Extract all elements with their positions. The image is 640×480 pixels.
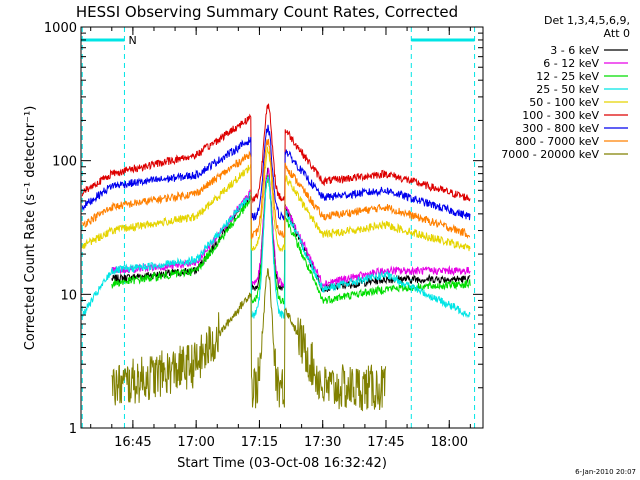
legend-label: 3 - 6 keV: [550, 44, 599, 57]
legend-label: 7000 - 20000 keV: [501, 148, 599, 161]
series-line: [81, 176, 471, 319]
y-tick-label: 1000: [44, 21, 77, 36]
y-tick-label: 1: [69, 422, 77, 437]
legend-label: 50 - 100 keV: [529, 96, 599, 109]
x-axis-label: Start Time (03-Oct-08 16:32:42): [177, 456, 387, 471]
night-intervals: N: [81, 27, 476, 428]
legend-header: Att 0: [604, 27, 630, 40]
legend-label: 300 - 800 keV: [522, 122, 599, 135]
legend-label: 6 - 12 keV: [543, 57, 599, 70]
x-tick-label: 18:00: [431, 435, 468, 450]
annotation-label: N: [128, 34, 136, 47]
y-tick-label: 10: [60, 288, 77, 303]
series-line: [82, 138, 470, 240]
x-tick-label: 17:45: [367, 435, 404, 450]
series-line: [81, 146, 471, 252]
series-lines: [81, 103, 471, 412]
legend-label: 12 - 25 keV: [536, 70, 599, 83]
axes: 16:45 17:00 17:15 17:30 17:45 18:00 1 10 100 1000: [44, 21, 483, 450]
timestamp-label: 6-Jan-2010 20:07: [575, 468, 636, 476]
x-tick-label: 17:00: [177, 435, 214, 450]
plot-frame: [80, 26, 484, 429]
legend-label: 100 - 300 keV: [522, 109, 599, 122]
series-line: [81, 103, 471, 204]
x-tick-label: 16:45: [114, 435, 151, 450]
series-line: [111, 268, 387, 412]
series-line: [111, 174, 471, 305]
x-tick-label: 17:30: [304, 435, 341, 450]
legend-label: 800 - 7000 keV: [515, 135, 599, 148]
chart-title: HESSI Observing Summary Count Rates, Cor…: [76, 3, 458, 21]
legend-header: Det 1,3,4,5,6,9,: [544, 14, 630, 27]
y-tick-label: 100: [52, 155, 77, 170]
y-axis-label: Corrected Count Rate (s⁻¹ detector⁻¹): [23, 106, 38, 351]
legend-label: 25 - 50 keV: [536, 83, 599, 96]
x-tick-label: 17:15: [241, 435, 278, 450]
series-line: [81, 124, 471, 221]
